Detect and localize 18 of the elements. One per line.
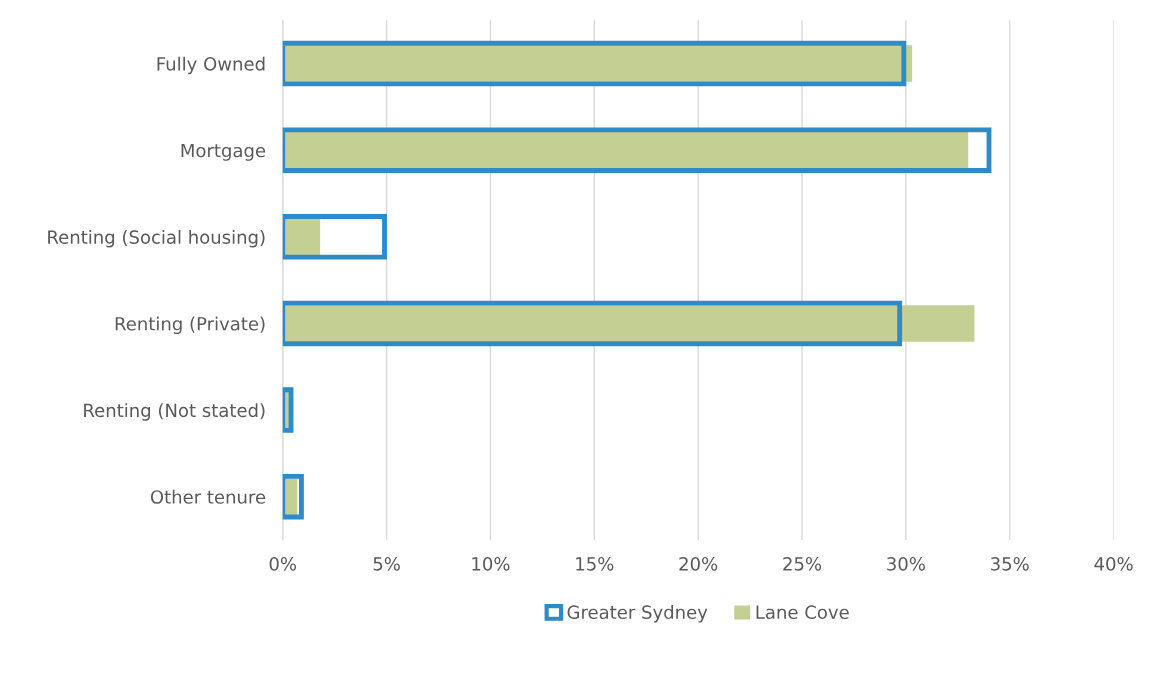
x-tick-label: 25% [783,556,822,571]
x-tick-label: 10% [472,556,510,571]
legend-label: Greater Sydney [567,605,708,623]
bar [282,218,321,255]
y-tick-label: Renting (Private) [115,316,265,335]
x-tick-label: 35% [991,556,1029,571]
y-tick-label: Fully Owned [157,56,265,75]
y-tick-label: Renting (Social housing) [48,229,265,248]
x-tick-label: 40% [1094,556,1133,571]
y-tick-label: Mortgage [181,143,266,161]
x-tick-label: 5% [373,556,400,571]
x-tick-label: 15% [576,556,614,571]
x-tick-label: 30% [887,556,925,571]
y-tick-label: Other tenure [150,489,266,504]
x-tick-label: 0% [269,556,297,571]
legend-label: Lane Cove [756,605,849,619]
y-tick-label: Renting (Not stated) [84,403,265,421]
x-tick-label: 20% [679,556,718,571]
